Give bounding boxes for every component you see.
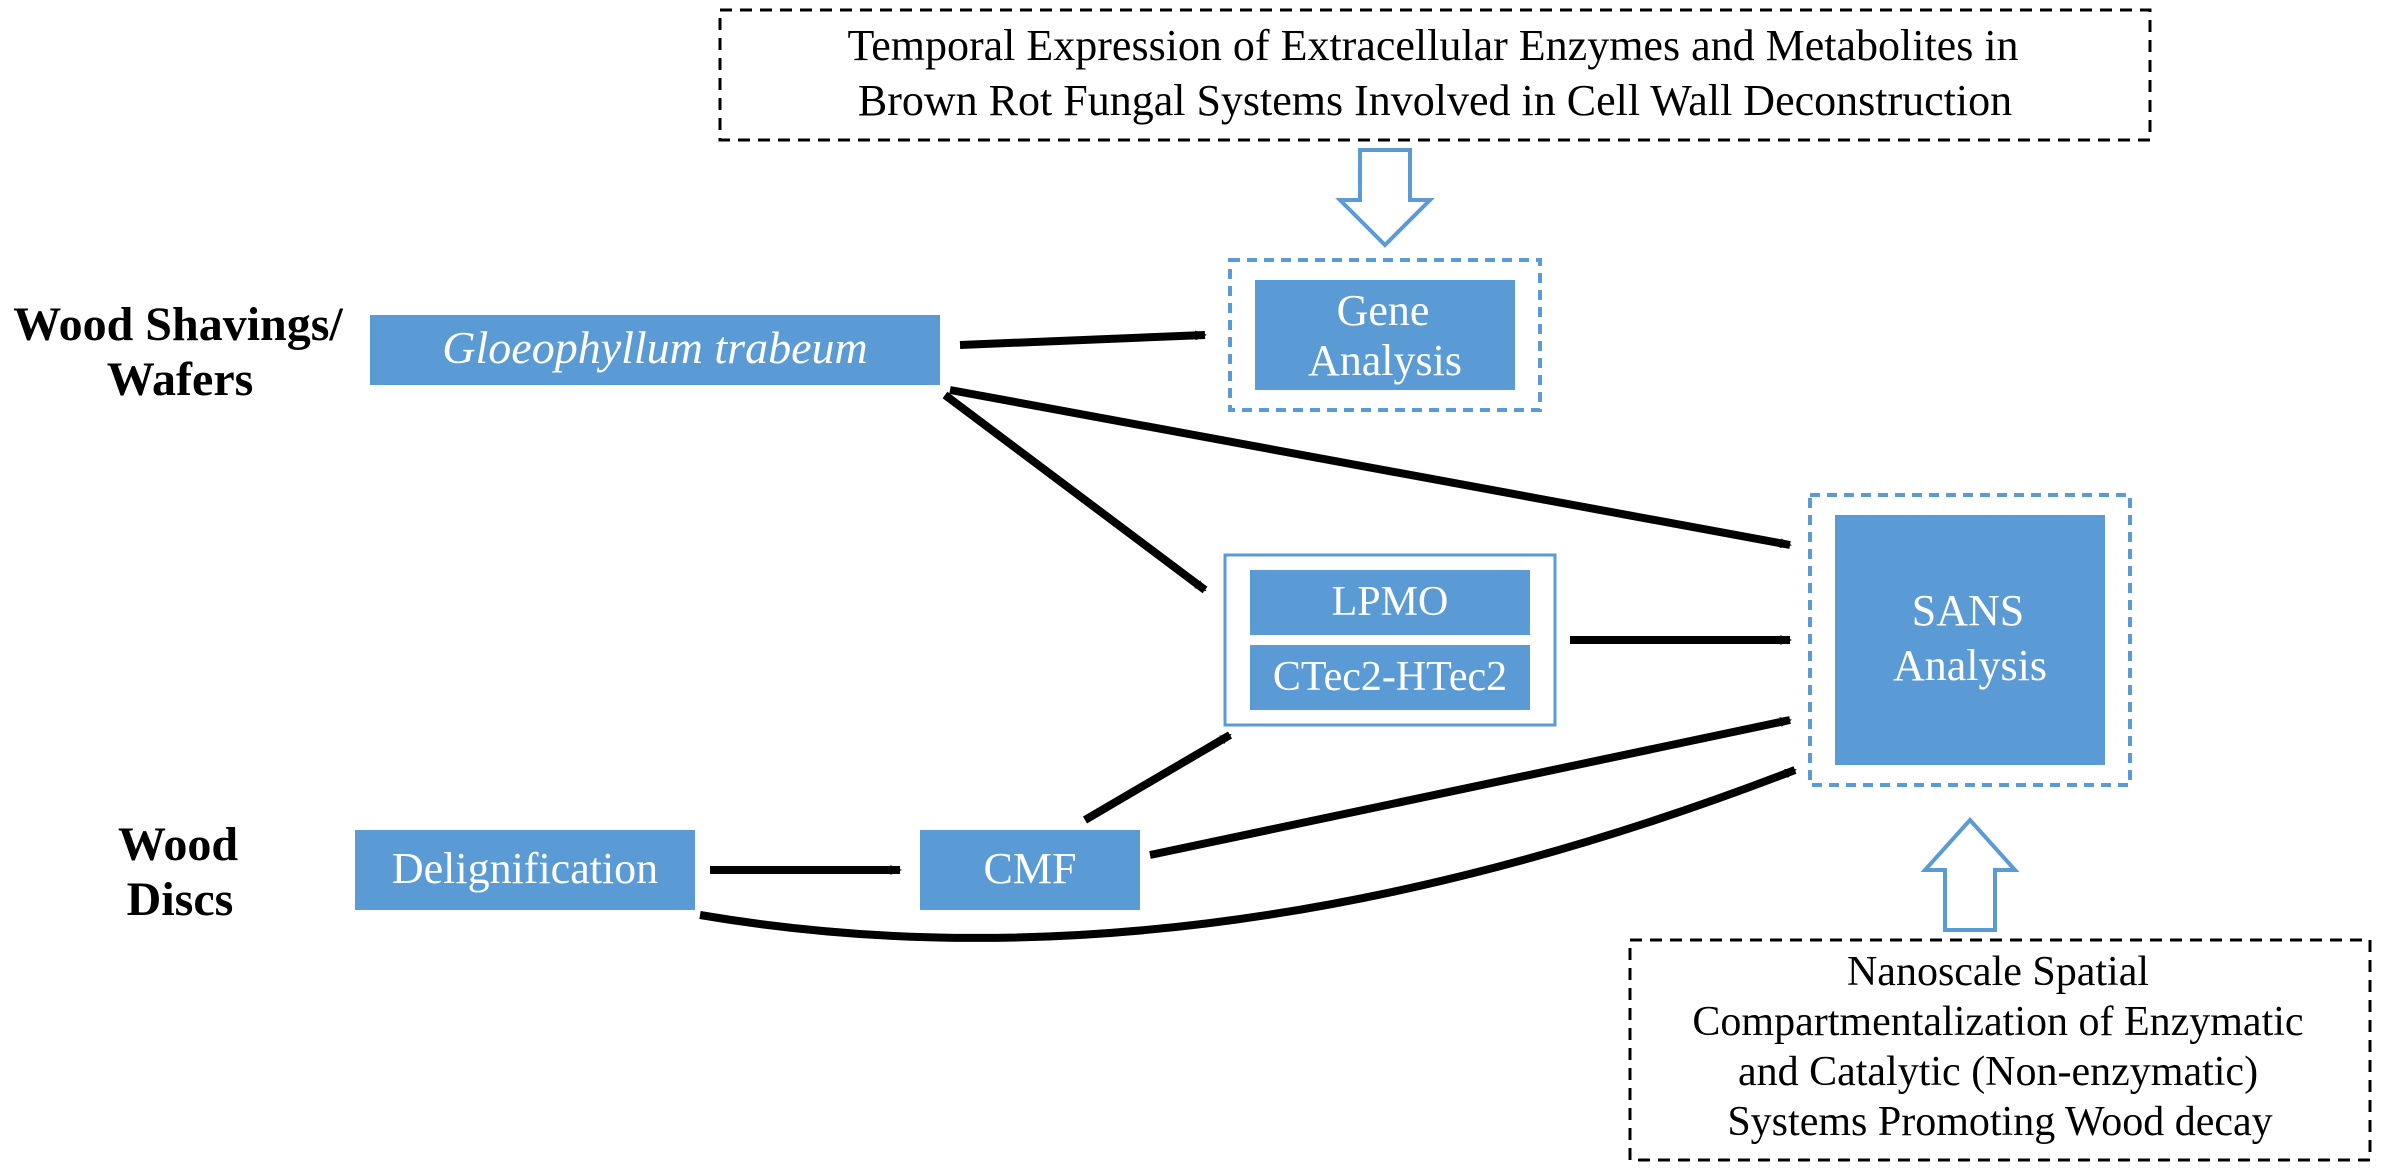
delignification-label: Delignification — [392, 844, 658, 893]
lpmo-label: LPMO — [1332, 579, 1449, 625]
bottom-title-text: Nanoscale Spatial Compartmentalization o… — [1692, 949, 2307, 1145]
arrow-cmf-to-sans — [1150, 720, 1790, 855]
top-title-text: Temporal Expression of Extracellular Enz… — [847, 21, 2022, 125]
arrow-cmf-to-enzyme — [1085, 735, 1230, 820]
sans-box — [1835, 515, 2105, 765]
arrow-delig-to-sans — [700, 770, 1795, 938]
flowchart-canvas: Wood Shavings/ Wafers Wood Discs Tempora… — [0, 0, 2406, 1174]
ctec-label: CTec2-HTec2 — [1273, 654, 1507, 700]
label-wood-discs: Wood Discs — [118, 818, 242, 926]
arrow-gloeo-to-gene — [960, 335, 1205, 345]
gloeophyllum-label: Gloeophyllum trabeum — [442, 322, 867, 373]
cmf-label: CMF — [984, 844, 1077, 893]
arrow-gloeo-to-sans — [950, 390, 1790, 545]
hollow-arrow-up-bottom — [1925, 820, 2015, 930]
hollow-arrow-down-top — [1340, 150, 1430, 245]
arrow-gloeo-to-enzyme — [945, 395, 1205, 590]
label-wood-shavings: Wood Shavings/ Wafers — [13, 298, 346, 406]
